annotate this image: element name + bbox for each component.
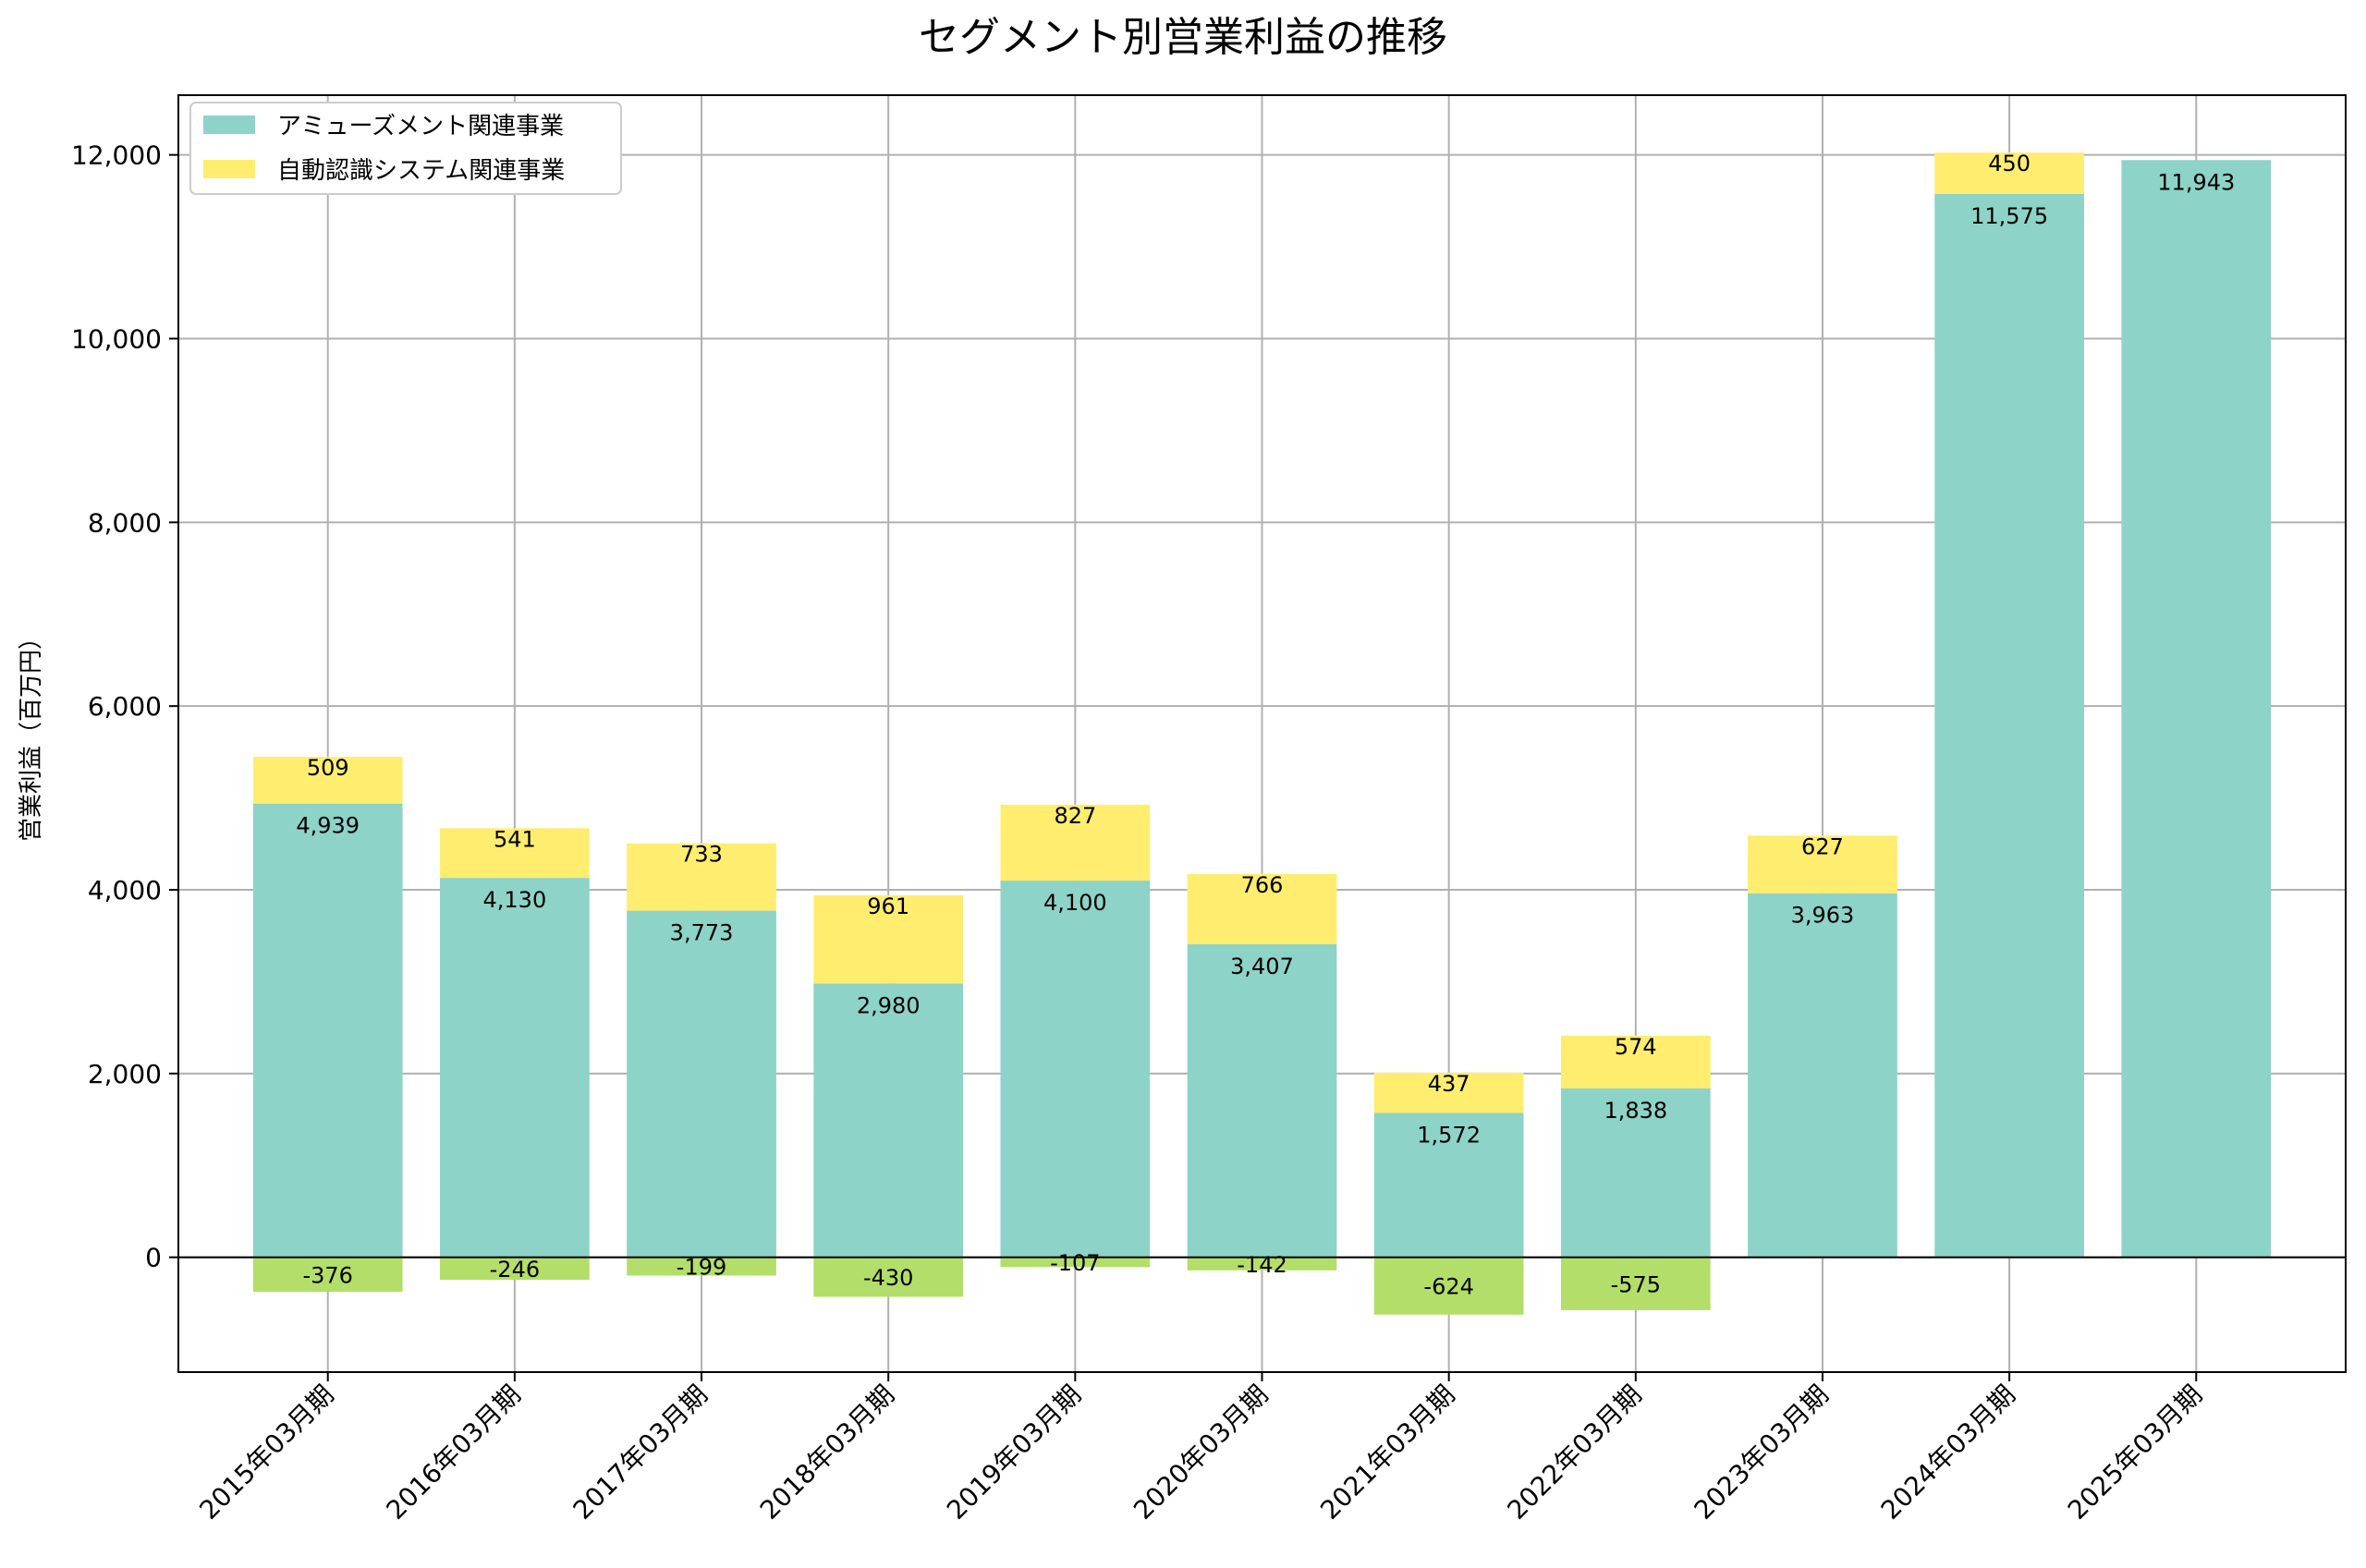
legend: アミューズメント関連事業 自動認識システム関連事業 <box>189 102 622 195</box>
data-label-auto-id: 827 <box>1054 803 1096 829</box>
data-label-amusement: 4,939 <box>296 813 360 839</box>
data-label-amusement: 4,130 <box>483 887 547 913</box>
chart-title: セグメント別営業利益の推移 <box>919 14 1447 61</box>
bar-auto-id <box>252 757 403 804</box>
bar-auto-id-negative <box>440 1257 590 1281</box>
bar-auto-id-negative <box>1000 1257 1151 1268</box>
data-label-auto-id-negative: -575 <box>1611 1271 1661 1297</box>
bar-amusement <box>1000 881 1151 1258</box>
y-axis-label: 営業利益（百万円） <box>18 626 45 842</box>
bar-amusement <box>1748 893 1897 1258</box>
bar-amusement <box>252 803 403 1258</box>
data-label-auto-id-negative: -430 <box>863 1265 913 1291</box>
y-tick-label: 6,000 <box>88 691 162 722</box>
bar-amusement <box>2121 160 2272 1258</box>
data-label-amusement: 11,575 <box>1970 203 2048 229</box>
bar-amusement <box>813 983 964 1258</box>
bar-auto-id <box>1187 873 1337 944</box>
bar-auto-id-negative <box>1187 1257 1337 1270</box>
bar-auto-id <box>1373 1072 1524 1113</box>
y-tick-label: 2,000 <box>88 1059 162 1089</box>
data-label-auto-id: 437 <box>1428 1071 1470 1097</box>
y-tick-label: 4,000 <box>88 875 162 906</box>
x-tick-label: 2016年03月期 <box>381 1380 527 1525</box>
y-tick-label: 0 <box>145 1243 162 1273</box>
bar-auto-id <box>813 894 964 984</box>
bar-auto-id <box>1560 1035 1711 1088</box>
bar-auto-id-negative <box>627 1257 776 1276</box>
data-label-auto-id: 574 <box>1615 1034 1657 1060</box>
data-label-auto-id-negative: -199 <box>677 1255 726 1281</box>
bar-auto-id-negative <box>813 1257 964 1297</box>
data-label-auto-id-negative: -376 <box>302 1262 352 1288</box>
data-label-auto-id-negative: -142 <box>1237 1252 1287 1278</box>
data-label-amusement: 11,943 <box>2157 169 2235 195</box>
x-tick-label: 2018年03月期 <box>754 1380 900 1525</box>
bar-auto-id <box>1000 804 1151 881</box>
data-label-auto-id: 541 <box>494 826 536 852</box>
y-tick-label: 10,000 <box>71 323 162 354</box>
bar-auto-id <box>1748 835 1897 893</box>
x-tick-label: 2022年03月期 <box>1501 1380 1647 1525</box>
x-tick-label: 2025年03月期 <box>2062 1380 2208 1525</box>
bar-amusement <box>1373 1112 1524 1258</box>
bar-amusement <box>1560 1088 1711 1258</box>
x-tick-label: 2024年03月期 <box>1875 1380 2021 1525</box>
bar-amusement <box>440 878 590 1258</box>
bar-auto-id-negative <box>1560 1257 1711 1310</box>
data-label-auto-id: 450 <box>1988 151 2031 176</box>
bar-auto-id <box>627 843 776 911</box>
data-label-amusement: 2,980 <box>857 992 921 1018</box>
data-label-auto-id: 733 <box>680 842 723 868</box>
legend-swatch-auto-id <box>203 160 255 178</box>
x-tick-label: 2023年03月期 <box>1689 1380 1835 1525</box>
bar-amusement <box>1187 943 1337 1258</box>
x-tick-label: 2015年03月期 <box>193 1380 339 1525</box>
data-label-auto-id: 766 <box>1241 872 1284 898</box>
data-label-auto-id: 627 <box>1801 833 1844 859</box>
x-tick-label: 2017年03月期 <box>567 1380 713 1525</box>
y-tick-label: 12,000 <box>71 140 162 171</box>
x-tick-label: 2020年03月期 <box>1128 1380 1274 1525</box>
legend-label-auto-id: 自動認識システム関連事業 <box>277 157 565 185</box>
bar-amusement <box>1934 193 2084 1258</box>
x-tick-label: 2021年03月期 <box>1314 1380 1460 1525</box>
bar-auto-id-negative <box>1373 1257 1524 1315</box>
legend-box <box>189 102 622 195</box>
legend-swatch-amusement <box>203 115 255 134</box>
bar-amusement <box>627 910 776 1258</box>
data-label-amusement: 4,100 <box>1043 890 1107 916</box>
data-label-amusement: 1,572 <box>1417 1122 1481 1148</box>
data-label-amusement: 1,838 <box>1604 1098 1667 1124</box>
x-tick-label: 2019年03月期 <box>941 1380 1087 1525</box>
data-label-amusement: 3,407 <box>1230 954 1294 979</box>
data-labels: 4,939 509 -376 4,130 541 -246 3,773 733 -199 2,98… <box>296 151 2235 1300</box>
y-tick-label: 8,000 <box>88 507 162 538</box>
bars <box>252 152 2272 1315</box>
data-label-auto-id-negative: -246 <box>490 1257 540 1282</box>
legend-label-amusement: アミューズメント関連事業 <box>277 113 564 140</box>
bar-auto-id <box>1934 152 2084 194</box>
data-label-amusement: 3,773 <box>670 920 734 946</box>
bar-auto-id <box>440 828 590 879</box>
data-label-auto-id: 961 <box>867 893 909 919</box>
data-label-auto-id-negative: -107 <box>1050 1250 1100 1276</box>
bar-auto-id-negative <box>252 1257 403 1293</box>
data-label-amusement: 3,963 <box>1791 903 1855 929</box>
data-label-auto-id-negative: -624 <box>1423 1274 1473 1300</box>
data-label-auto-id: 509 <box>307 755 349 781</box>
